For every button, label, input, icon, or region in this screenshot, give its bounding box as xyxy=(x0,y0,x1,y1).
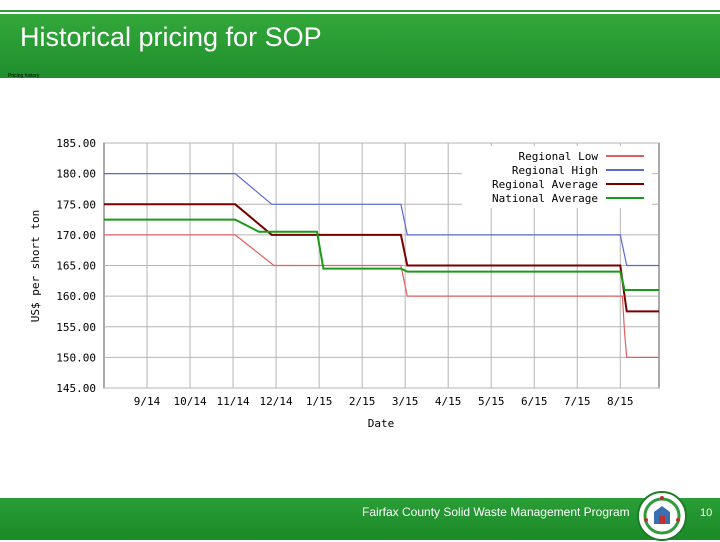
series-line-regional-high xyxy=(104,172,659,267)
series-line-regional-low xyxy=(104,234,659,358)
footer-text: Fairfax County Solid Waste Management Pr… xyxy=(362,505,630,519)
x-tick-label: 6/15 xyxy=(521,395,548,408)
x-tick-labels: 9/14 10/14 11/14 12/14 1/15 2/15 3/15 4/15 5/15 6… xyxy=(134,395,634,408)
county-seal-icon xyxy=(637,491,687,541)
x-tick-label: 2/15 xyxy=(349,395,376,408)
x-tick-label: 4/15 xyxy=(435,395,462,408)
series-lines xyxy=(104,172,659,358)
y-tick-label: 180.00 xyxy=(56,168,96,181)
y-tick-label: 175.00 xyxy=(56,198,96,211)
x-tick-label: 5/15 xyxy=(478,395,505,408)
x-tick-label: 3/15 xyxy=(392,395,419,408)
x-tick-label: 9/14 xyxy=(134,395,161,408)
series-line-national-average xyxy=(104,218,659,291)
y-tick-labels: 185.00 180.00 175.00 170.00 165.00 160.00 155.… xyxy=(56,137,96,395)
y-tick-label: 155.00 xyxy=(56,321,96,334)
slide-subtitle: Pricing history xyxy=(8,73,40,79)
y-tick-label: 165.00 xyxy=(56,260,96,273)
x-tick-label: 8/15 xyxy=(607,395,634,408)
y-tick-label: 145.00 xyxy=(56,382,96,395)
x-tick-label: 12/14 xyxy=(260,395,293,408)
x-tick-label: 7/15 xyxy=(564,395,591,408)
y-tick-label: 150.00 xyxy=(56,351,96,364)
slide-title: Historical pricing for SOP xyxy=(20,22,322,52)
x-tick-label: 11/14 xyxy=(217,395,250,408)
top-rule xyxy=(0,0,720,12)
legend-label: Regional High xyxy=(512,164,598,177)
x-tick-label: 1/15 xyxy=(306,395,333,408)
y-tick-label: 185.00 xyxy=(56,137,96,150)
y-tick-label: 170.00 xyxy=(56,229,96,242)
title-bar xyxy=(0,14,720,78)
legend-label: National Average xyxy=(492,192,598,205)
legend-label: Regional Low xyxy=(519,150,599,163)
page-number: 10 xyxy=(700,507,713,519)
y-tick-label: 160.00 xyxy=(56,290,96,303)
y-axis-label: US$ per short ton xyxy=(29,210,42,323)
series-line-regional-average xyxy=(104,203,659,313)
footer-bar xyxy=(0,498,720,540)
x-tick-label: 10/14 xyxy=(173,395,206,408)
price-chart: 185.00 180.00 175.00 170.00 165.00 160.00 155.… xyxy=(29,137,660,430)
x-axis-label: Date xyxy=(368,417,395,430)
legend-label: Regional Average xyxy=(492,178,598,191)
